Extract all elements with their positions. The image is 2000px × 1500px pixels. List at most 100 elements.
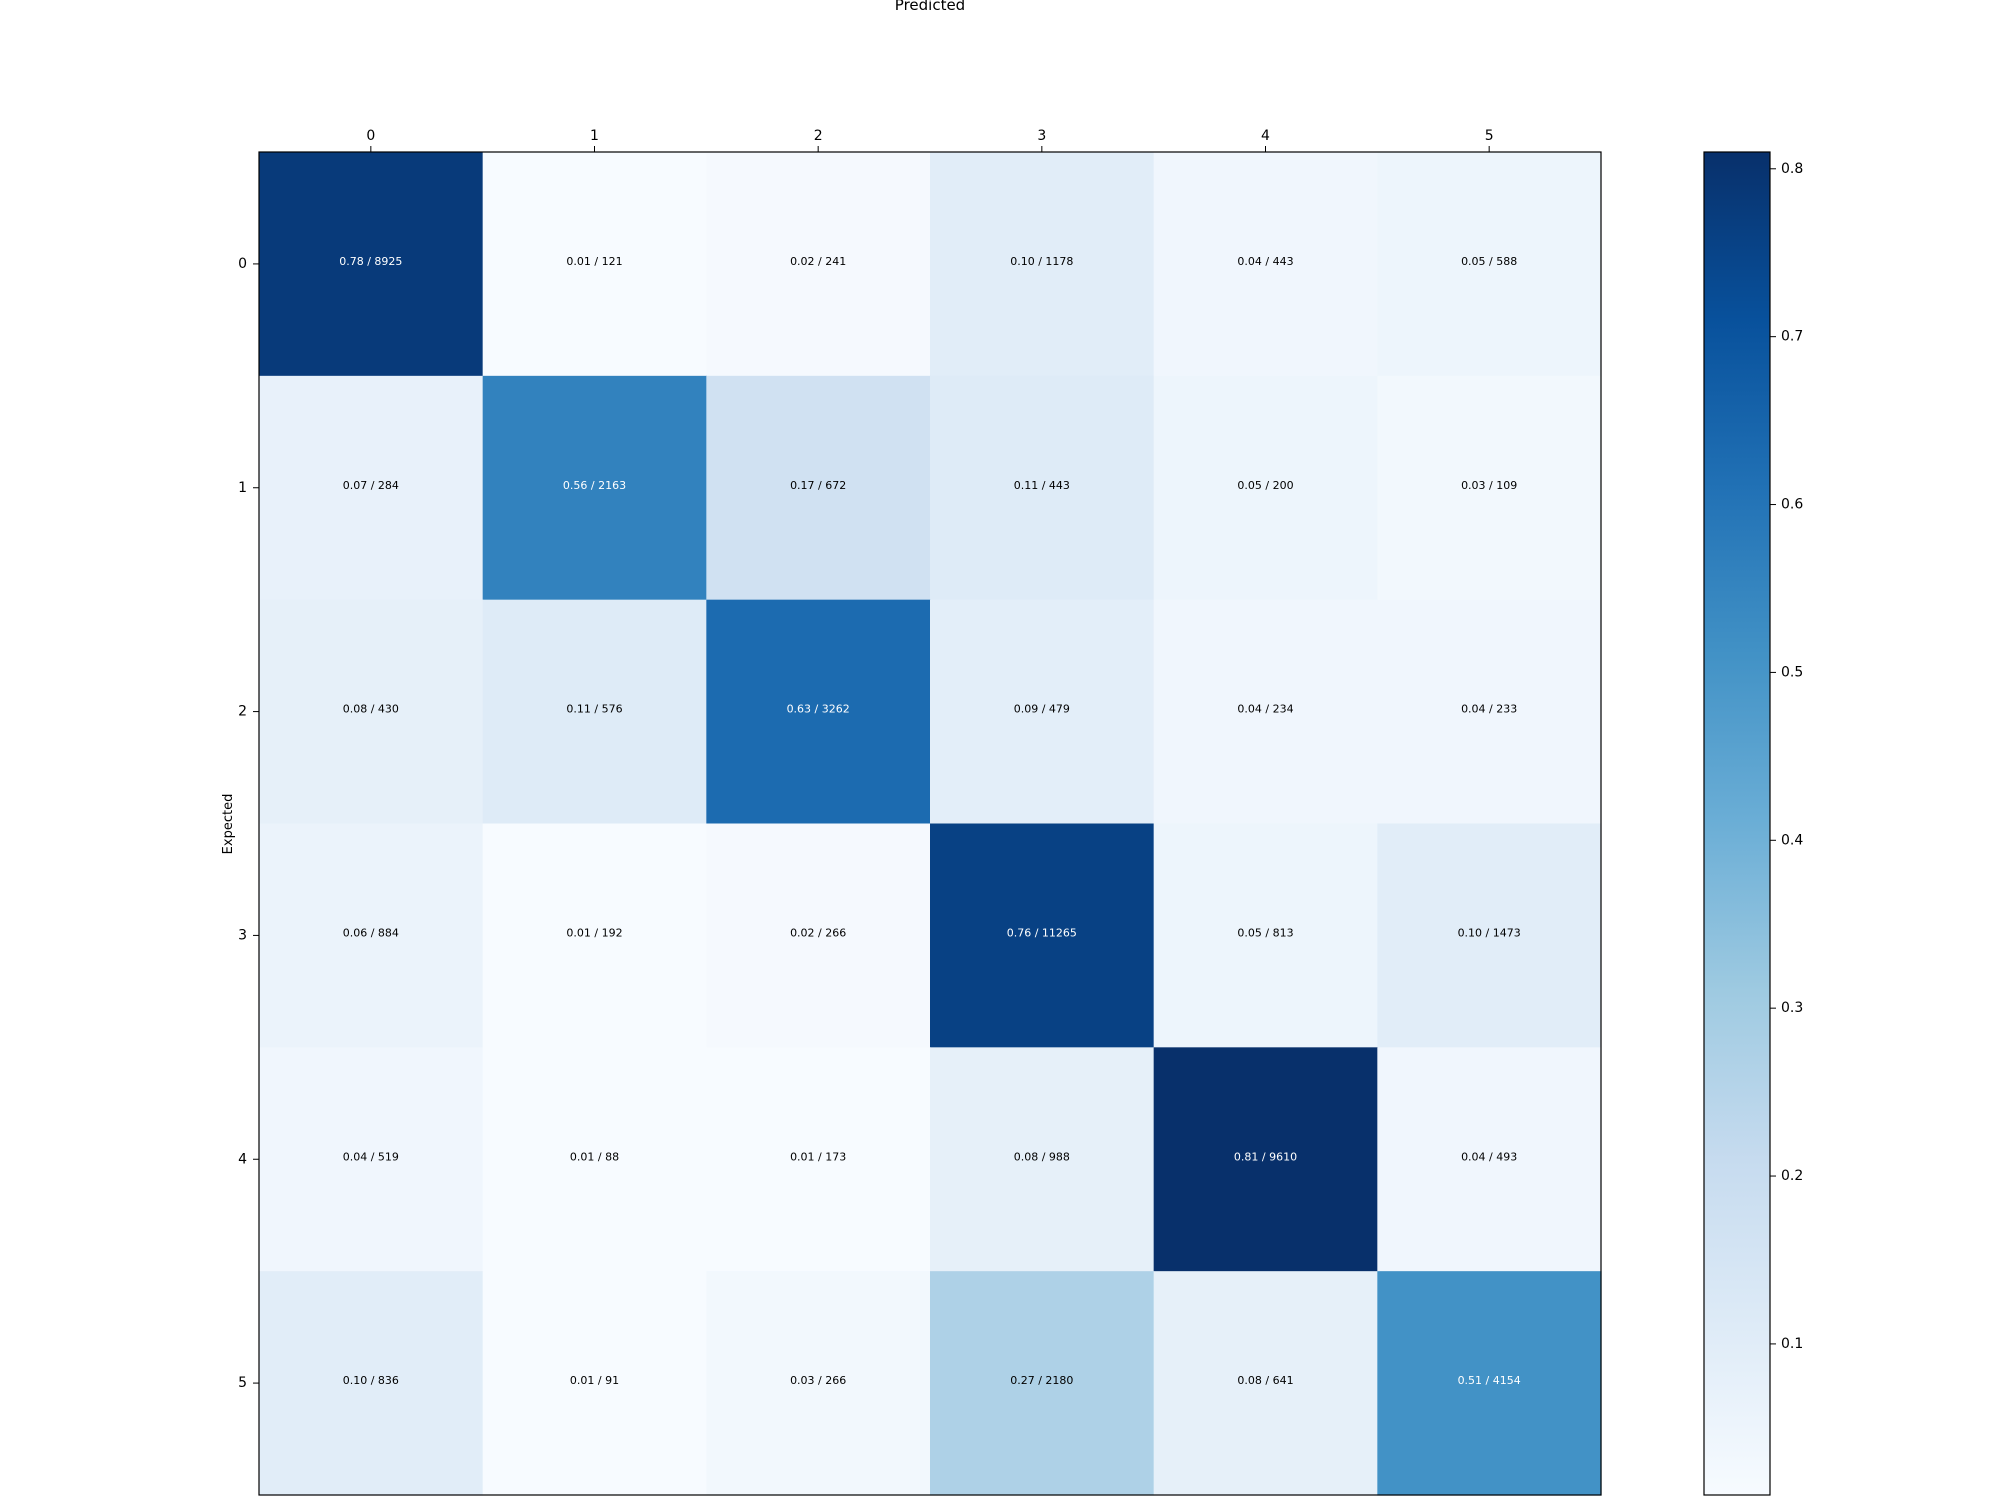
cell-label: 0.02 / 266 (790, 926, 846, 939)
heatmap-cell (930, 823, 1155, 1048)
cell-label: 0.27 / 2180 (1010, 1374, 1073, 1387)
heatmap-cell (482, 1047, 707, 1272)
cell-label: 0.10 / 1473 (1458, 926, 1521, 939)
heatmap-cell (1153, 152, 1378, 377)
cell-label: 0.04 / 493 (1461, 1150, 1517, 1163)
cell-label: 0.56 / 2163 (563, 479, 626, 492)
heatmap-cell (259, 375, 484, 601)
colorbar-ticks: 0.1 0.2 0.3 0.4 0.5 0.6 0.7 0.8 (1770, 161, 1803, 1352)
cell-label: 0.03 / 266 (790, 1374, 846, 1387)
heatmap-cell (1153, 599, 1378, 825)
cell-label: 0.63 / 3262 (787, 703, 850, 716)
heatmap-cell (1377, 152, 1602, 377)
cell-label: 0.51 / 4154 (1458, 1374, 1521, 1387)
cell-label: 0.08 / 988 (1014, 1150, 1070, 1163)
cell-label: 0.08 / 430 (343, 703, 399, 716)
colorbar-tick-label: 0.1 (1781, 1336, 1803, 1352)
cell-label: 0.11 / 576 (566, 703, 622, 716)
cell-label: 0.10 / 836 (343, 1374, 399, 1387)
colorbar-tick-label: 0.5 (1781, 664, 1803, 680)
cell-label: 0.08 / 641 (1237, 1374, 1293, 1387)
heatmap-cell (930, 375, 1155, 601)
colorbar-tick-label: 0.2 (1781, 1168, 1803, 1184)
cell-label: 0.06 / 884 (343, 926, 399, 939)
cell-label: 0.04 / 233 (1461, 703, 1517, 716)
heatmap-cell (1377, 599, 1602, 825)
y-ticks: 0 1 2 3 4 5 (238, 256, 259, 1391)
colorbar-tick-label: 0.8 (1781, 161, 1803, 177)
x-ticks: 0 1 2 3 4 5 (366, 128, 1494, 152)
heatmap-cell (482, 152, 707, 377)
heatmap-cell (706, 152, 931, 377)
heatmap-cell (706, 599, 931, 825)
cell-label: 0.03 / 109 (1461, 479, 1517, 492)
cell-label: 0.04 / 234 (1237, 703, 1293, 716)
x-tick-label: 5 (1485, 128, 1494, 144)
cell-label: 0.04 / 519 (343, 1150, 399, 1163)
heatmap-cell (930, 599, 1155, 825)
colorbar-tick-label: 0.7 (1781, 329, 1803, 345)
heatmap-cell (1153, 375, 1378, 601)
y-tick-label: 1 (238, 480, 247, 496)
y-tick-label: 0 (238, 256, 247, 272)
cell-label: 0.07 / 284 (343, 479, 399, 492)
cell-label: 0.01 / 88 (570, 1150, 619, 1163)
heatmap-cell (706, 375, 931, 601)
cell-label: 0.01 / 121 (566, 255, 622, 268)
cell-label: 0.78 / 8925 (339, 255, 402, 268)
heatmap-cell (930, 1047, 1155, 1272)
cell-label: 0.05 / 200 (1237, 479, 1293, 492)
heatmap-cell (1377, 375, 1602, 601)
heatmap-cell (1377, 823, 1602, 1048)
x-tick-label: 1 (590, 128, 599, 144)
cell-label: 0.09 / 479 (1014, 703, 1070, 716)
heatmap-cell (259, 823, 484, 1048)
heatmap-cell (706, 1271, 931, 1496)
x-tick-label: 4 (1261, 128, 1270, 144)
heatmap-cell (259, 599, 484, 825)
heatmap-cell (1153, 1271, 1378, 1496)
cell-label: 0.10 / 1178 (1010, 255, 1073, 268)
colorbar (1703, 151, 1771, 1496)
cell-label: 0.01 / 173 (790, 1150, 846, 1163)
cell-label: 0.05 / 813 (1237, 926, 1293, 939)
cell-label: 0.04 / 443 (1237, 255, 1293, 268)
x-tick-label: 2 (814, 128, 823, 144)
y-tick-label: 4 (238, 1151, 247, 1167)
heatmap-cell (706, 1047, 931, 1272)
heatmap-cell (482, 599, 707, 825)
heatmap-cell (1377, 1271, 1602, 1496)
heatmap-cell (482, 1271, 707, 1496)
cell-label: 0.05 / 588 (1461, 255, 1517, 268)
cell-label: 0.01 / 192 (566, 926, 622, 939)
heatmap-cell (930, 152, 1155, 377)
y-axis-label: Expected (221, 794, 236, 855)
cell-label: 0.17 / 672 (790, 479, 846, 492)
colorbar-tick-label: 0.6 (1781, 497, 1803, 513)
heatmap-cell (706, 823, 931, 1048)
x-tick-label: 0 (366, 128, 375, 144)
cell-label: 0.02 / 241 (790, 255, 846, 268)
plot-frame (258, 151, 1602, 1496)
x-axis-label: Predicted (895, 0, 965, 14)
heatmap-cell (1377, 1047, 1602, 1272)
x-tick-label: 3 (1037, 128, 1046, 144)
heatmap-cell (259, 1047, 484, 1272)
heatmap-cell (1153, 1047, 1378, 1272)
heatmap-cell (1153, 823, 1378, 1048)
colorbar-tick-label: 0.3 (1781, 1000, 1803, 1016)
heatmap-cell (482, 823, 707, 1048)
cell-label: 0.11 / 443 (1014, 479, 1070, 492)
heatmap-cell (930, 1271, 1155, 1496)
colorbar-tick-label: 0.4 (1781, 832, 1803, 848)
cell-label: 0.01 / 91 (570, 1374, 619, 1387)
y-tick-label: 3 (238, 927, 247, 943)
heatmap-cell (259, 152, 484, 377)
heatmap-cell (482, 375, 707, 601)
cell-label: 0.76 / 11265 (1007, 926, 1077, 939)
heatmap-cells: 0.78 / 8925 0.01 / 121 0.02 / 241 0.10 / 11… (259, 152, 1602, 1496)
heatmap-cell (259, 1271, 484, 1496)
y-tick-label: 5 (238, 1375, 247, 1391)
y-tick-label: 2 (238, 704, 247, 720)
